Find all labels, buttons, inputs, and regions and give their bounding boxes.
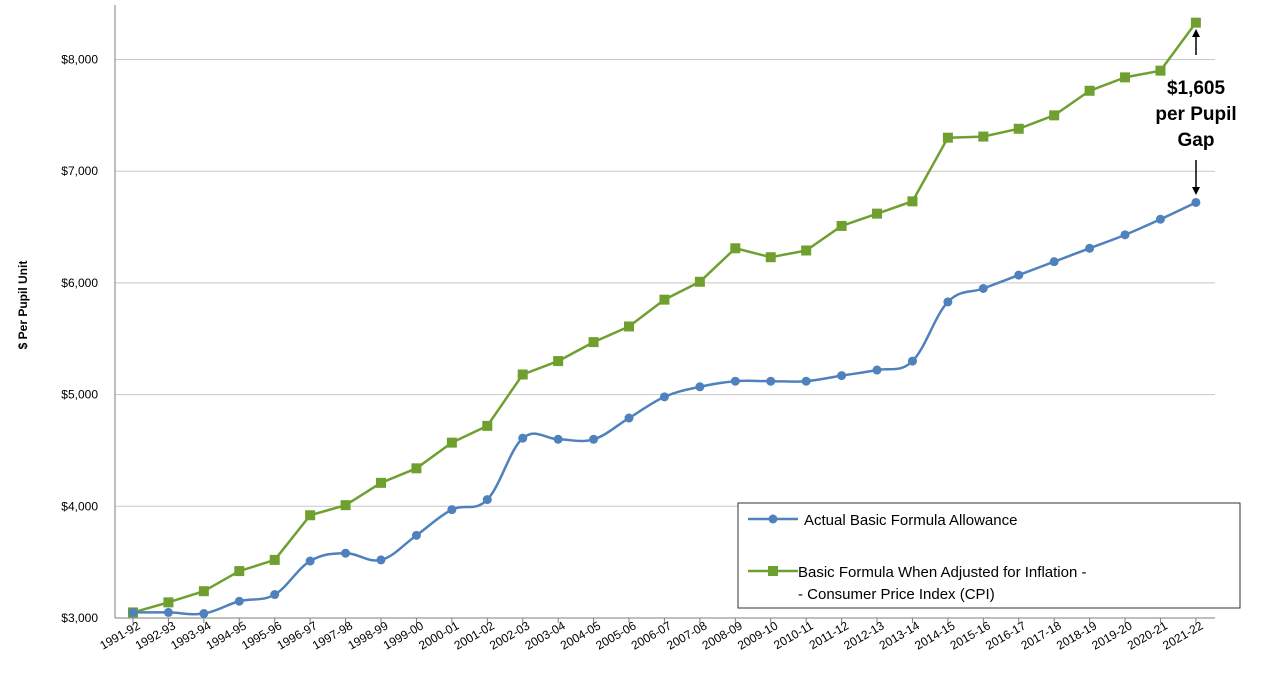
data-point <box>1085 243 1095 253</box>
data-point <box>1014 270 1024 280</box>
data-point <box>447 505 457 515</box>
legend-label-actual: Actual Basic Formula Allowance <box>804 512 1017 529</box>
data-point <box>411 463 422 474</box>
x-tick-label: 2021-22 <box>1160 618 1205 652</box>
data-point <box>872 208 883 219</box>
data-point <box>730 376 740 386</box>
x-tick-labels: 1991-921992-931993-941994-951995-961996-… <box>97 618 1205 652</box>
data-point <box>163 607 173 617</box>
x-tick-label: 2010-11 <box>771 618 816 652</box>
data-point <box>234 566 245 577</box>
data-point <box>305 510 316 521</box>
y-tick-label: $7,000 <box>61 164 98 178</box>
data-point <box>589 434 599 444</box>
data-point <box>1120 72 1131 83</box>
data-point <box>411 530 421 540</box>
gap-annotation-line-3: Gap <box>1178 130 1215 151</box>
y-tick-label: $5,000 <box>61 388 98 402</box>
data-point <box>1191 197 1201 207</box>
data-point <box>517 369 528 380</box>
gap-annotation: $1,605 per Pupil Gap <box>1155 29 1237 195</box>
y-tick-label: $6,000 <box>61 276 98 290</box>
data-point <box>624 321 635 332</box>
data-point <box>482 420 493 431</box>
data-point <box>836 220 847 231</box>
data-point <box>624 413 634 423</box>
y-tick-labels: $3,000 $4,000 $5,000 $6,000 $7,000 $8,000 <box>61 53 98 626</box>
data-point <box>553 356 564 367</box>
data-point <box>978 131 989 142</box>
data-point <box>234 596 244 606</box>
y-tick-label: $3,000 <box>61 611 98 625</box>
data-point <box>199 609 209 619</box>
data-point <box>1155 214 1165 224</box>
y-tick-label: $8,000 <box>61 53 98 67</box>
legend-label-cpi: Basic Formula When Adjusted for Inflatio… <box>798 564 1086 581</box>
x-tick-label: 2009-10 <box>735 618 780 652</box>
data-point <box>482 495 492 505</box>
data-point <box>978 283 988 293</box>
data-point <box>1155 65 1166 76</box>
data-point <box>1120 230 1130 240</box>
gap-annotation-line-1: $1,605 <box>1167 78 1226 99</box>
data-point <box>943 297 953 307</box>
legend-marker-actual <box>768 514 778 524</box>
gap-arrowhead-down-icon <box>1192 187 1200 195</box>
data-point <box>1084 85 1095 96</box>
data-point <box>730 243 741 254</box>
data-point <box>695 382 705 392</box>
data-point <box>588 337 599 348</box>
data-point <box>305 556 315 566</box>
data-point <box>270 590 280 600</box>
legend: Actual Basic Formula Allowance Basic For… <box>737 502 1241 609</box>
data-point <box>765 252 776 263</box>
data-point <box>694 276 705 287</box>
data-point <box>1013 123 1024 134</box>
data-point <box>376 477 387 488</box>
data-point <box>340 500 351 511</box>
data-point <box>801 376 811 386</box>
data-point <box>128 607 138 617</box>
legend-box <box>737 502 1241 609</box>
data-point <box>837 371 847 381</box>
data-point <box>163 597 174 608</box>
data-point <box>1049 110 1060 121</box>
y-tick-label: $4,000 <box>61 499 98 513</box>
data-point <box>198 586 209 597</box>
series-actual <box>128 197 1201 619</box>
gridlines <box>115 59 1215 507</box>
data-point <box>907 196 918 207</box>
data-point <box>1049 257 1059 267</box>
data-point <box>1190 17 1201 28</box>
data-point <box>801 245 812 256</box>
data-point <box>376 555 386 565</box>
legend-marker-cpi <box>768 566 778 576</box>
data-point <box>553 434 563 444</box>
gap-arrowhead-up-icon <box>1192 29 1200 37</box>
data-point <box>659 294 670 305</box>
series-layer <box>128 17 1201 619</box>
data-point <box>942 132 953 143</box>
data-point <box>446 437 457 448</box>
data-point <box>659 392 669 402</box>
data-point <box>872 365 882 375</box>
data-point <box>269 554 280 565</box>
data-point <box>766 376 776 386</box>
y-axis-label: $ Per Pupil Unit <box>16 261 30 350</box>
data-point <box>518 433 528 443</box>
legend-label-cpi-line2: - Consumer Price Index (CPI) <box>798 586 995 603</box>
gap-annotation-line-2: per Pupil <box>1155 104 1236 125</box>
axes <box>114 5 1215 623</box>
data-point <box>907 356 917 366</box>
data-point <box>341 548 351 558</box>
